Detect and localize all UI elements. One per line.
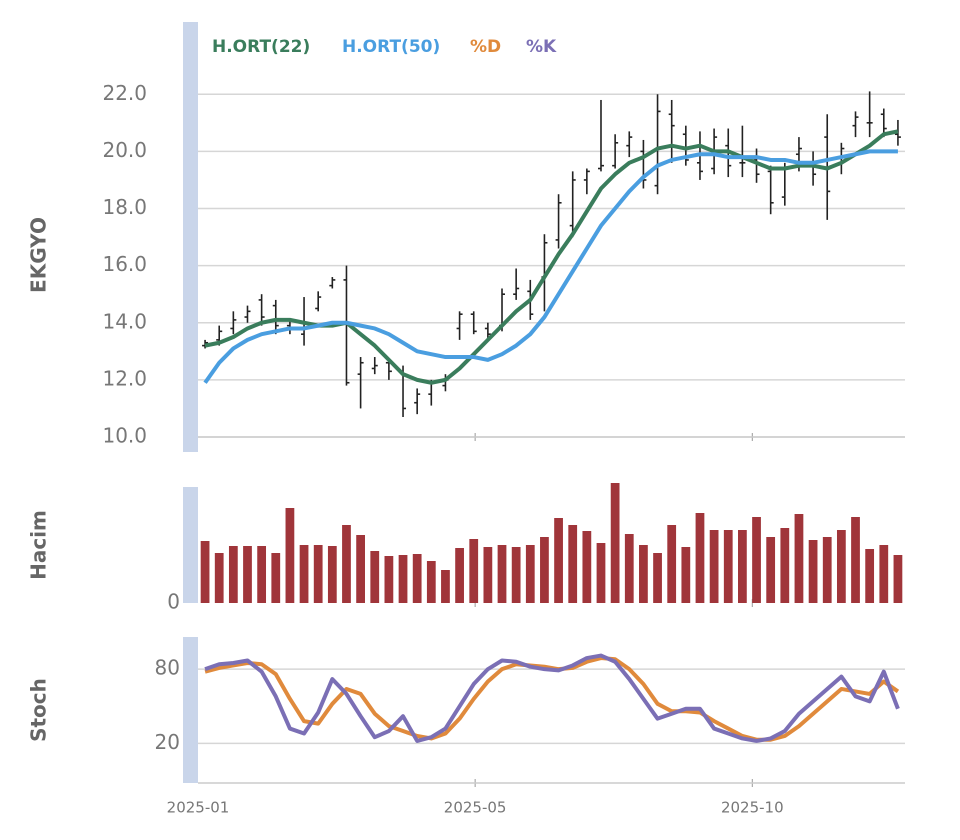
volume-bar (568, 525, 578, 603)
volume-bar (483, 547, 493, 603)
y-axis-title: EKGYO (27, 217, 51, 293)
volume-bar (455, 548, 464, 603)
volume-bar (865, 549, 875, 603)
volume-bar (752, 517, 761, 603)
volume-bar (851, 517, 860, 603)
volume-bar (327, 546, 337, 603)
volume-bar (271, 553, 281, 603)
volume-bar (497, 545, 507, 603)
volume-bar (610, 483, 620, 603)
legend-entry: H.ORT(50) (342, 37, 440, 57)
y-tick-label: 0 (167, 590, 180, 614)
y-tick-label: 20 (155, 730, 180, 754)
volume-bar (822, 537, 832, 603)
x-tick-label: 2025-10 (721, 799, 784, 817)
axis-band (183, 637, 198, 783)
volume-bar (667, 525, 677, 603)
volume-bar (299, 545, 309, 603)
volume-bar (681, 547, 691, 603)
volume-bar (582, 531, 592, 603)
volume-bar (384, 556, 394, 603)
y-tick-label: 12.0 (102, 366, 147, 390)
volume-bar (794, 514, 804, 603)
volume-bar (200, 541, 210, 603)
volume-bar (639, 545, 648, 603)
volume-bar (780, 528, 790, 603)
line-series (203, 149, 898, 384)
volume-bar (766, 537, 776, 603)
x-tick-label: 2025-01 (167, 799, 230, 817)
volume-bar (285, 508, 295, 603)
volume-bar (313, 545, 323, 603)
volume-bar (596, 543, 606, 603)
volume-bar (525, 545, 535, 603)
volume-bar (709, 530, 719, 603)
volume-bar (554, 518, 563, 603)
legend-entry: %D (470, 37, 501, 57)
y-axis-title: Stoch (27, 678, 51, 742)
axis-band (183, 487, 198, 603)
volume-bar (836, 530, 846, 603)
y-tick-label: 20.0 (102, 138, 147, 162)
volume-bar (653, 553, 662, 603)
volume-bar (243, 546, 252, 603)
volume-bar (808, 540, 818, 603)
volume-bar (370, 551, 380, 603)
volume-bar (723, 530, 733, 603)
axis-band (183, 22, 198, 452)
volume-bar (214, 553, 224, 603)
volume-bar (228, 546, 238, 603)
y-tick-label: 16.0 (102, 252, 147, 276)
volume-bar (624, 534, 634, 603)
volume-bar (893, 555, 903, 603)
y-tick-label: 14.0 (102, 309, 147, 333)
legend-entry: H.ORT(22) (212, 37, 310, 57)
legend-entry: %K (526, 37, 557, 57)
y-tick-label: 80 (155, 656, 180, 680)
y-axis-title: Hacim (27, 510, 51, 580)
volume-bar (412, 554, 422, 603)
volume-bar (511, 547, 521, 603)
volume-bar (540, 537, 549, 603)
volume-bar (879, 545, 889, 603)
x-tick-label: 2025-05 (444, 799, 507, 817)
volume-bar (257, 546, 267, 603)
y-tick-label: 10.0 (102, 424, 147, 448)
volume-bar (426, 561, 436, 603)
y-tick-label: 22.0 (102, 81, 147, 105)
volume-bar (342, 525, 351, 603)
volume-bar (469, 539, 479, 603)
y-tick-label: 18.0 (102, 195, 147, 219)
line-series (204, 653, 900, 743)
volume-bar (738, 530, 747, 603)
line-series (204, 129, 899, 385)
volume-bar (441, 570, 450, 603)
volume-bar (695, 513, 705, 603)
volume-bar (356, 535, 365, 603)
volume-bar (398, 555, 408, 603)
